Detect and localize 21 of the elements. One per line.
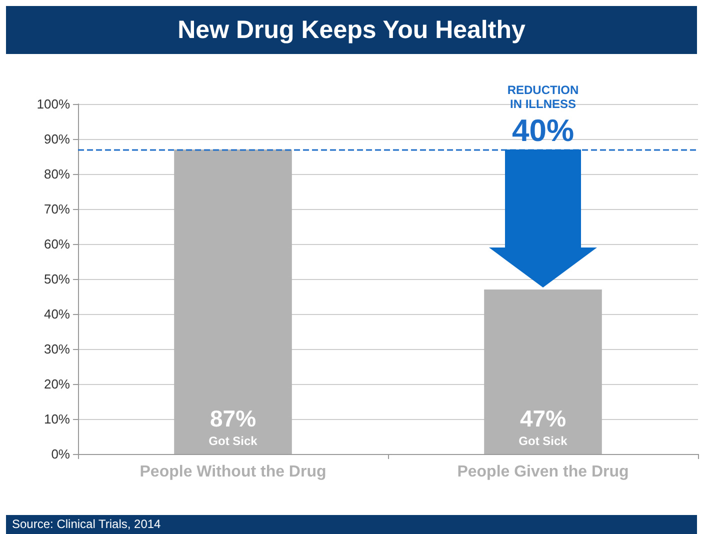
y-tick-label: 60% xyxy=(44,236,70,252)
y-tick-label: 50% xyxy=(44,272,70,286)
y-tick-label: 10% xyxy=(44,412,70,426)
x-tick-label: People Without the Drug xyxy=(140,464,326,480)
y-tick-label: 40% xyxy=(44,306,70,322)
y-tick-label: 100% xyxy=(36,96,70,112)
data-label: 87% xyxy=(210,406,256,432)
annotation: Got Sick xyxy=(208,434,258,448)
x-tick-label: People Given the Drug xyxy=(457,464,629,480)
y-tick-label: 90% xyxy=(44,132,70,146)
annotation: Got Sick xyxy=(518,434,568,448)
y-tick-label: 30% xyxy=(44,342,70,356)
annotation: 40% xyxy=(512,112,574,148)
y-tick-label: 70% xyxy=(44,202,70,216)
chart-title: New Drug Keeps You Healthy xyxy=(6,6,697,54)
data-label: 47% xyxy=(520,406,566,432)
y-tick-label: 80% xyxy=(44,166,70,182)
y-tick-label: 20% xyxy=(44,376,70,392)
source-note: Source: Clinical Trials, 2014 xyxy=(6,515,697,534)
annotation: REDUCTION IN ILLNESS xyxy=(506,82,580,110)
y-tick-label: 0% xyxy=(51,446,70,462)
